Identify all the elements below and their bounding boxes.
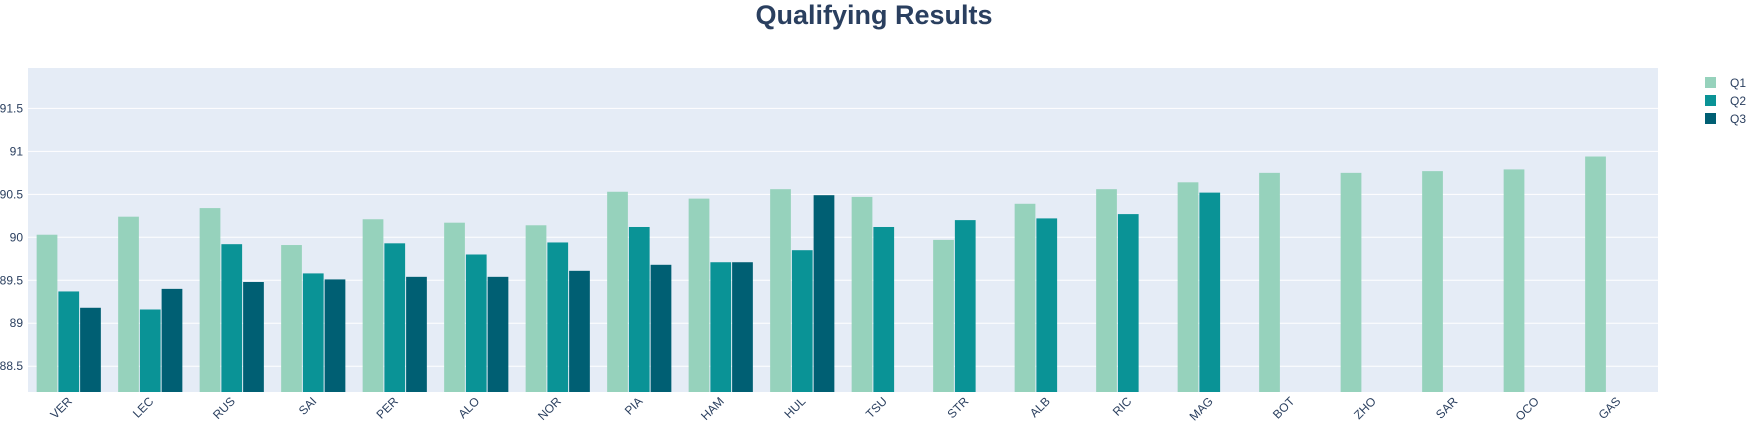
plot-background	[28, 68, 1658, 392]
bar-q2-ver	[58, 291, 80, 392]
y-tick-label: 90	[10, 230, 24, 244]
bar-q1-mag	[1177, 182, 1199, 392]
bar-q1-hul	[770, 189, 791, 392]
bar-q3-ver	[80, 307, 101, 392]
y-axis-ticks: 88.5 89 89.5 90 90.5 91 91.5	[0, 101, 23, 373]
legend-item-q1[interactable]: Q1	[1705, 76, 1746, 90]
x-tick-label: PIA	[622, 394, 646, 418]
bar-q2-hul	[791, 250, 813, 392]
bar-q2-alo	[465, 254, 487, 392]
bar-q2-str	[954, 220, 976, 392]
bar-q3-ham	[732, 262, 753, 392]
legend[interactable]: Q1 Q2 Q3	[1705, 76, 1746, 126]
bar-q3-alo	[487, 276, 509, 392]
bar-q2-lec	[139, 309, 161, 392]
x-tick-label: SAI	[296, 394, 320, 418]
legend-swatch	[1705, 113, 1716, 124]
x-tick-label: RUS	[210, 394, 238, 422]
bar-q1-sar	[1422, 171, 1443, 392]
bar-q2-alb	[1036, 218, 1058, 392]
bar-q1-lec	[118, 216, 139, 392]
bar-q1-nor	[525, 225, 547, 392]
chart-title: Qualifying Results	[755, 0, 993, 30]
x-tick-label: TSU	[863, 394, 890, 421]
x-tick-label: MAG	[1187, 394, 1216, 423]
x-tick-label: GAS	[1596, 394, 1624, 422]
x-tick-label: HAM	[698, 394, 727, 423]
bar-q3-rus	[243, 281, 264, 392]
x-tick-label: ALO	[455, 394, 482, 421]
bar-q1-str	[933, 239, 954, 392]
x-tick-label: ALB	[1027, 394, 1053, 420]
bar-q1-gas	[1585, 156, 1606, 392]
x-tick-label: VER	[48, 394, 76, 422]
legend-item-q2[interactable]: Q2	[1705, 94, 1746, 108]
bar-q1-ham	[688, 198, 710, 392]
y-tick-label: 88.5	[0, 359, 23, 373]
y-tick-label: 89.5	[0, 273, 23, 287]
legend-swatch	[1705, 95, 1716, 106]
bar-q3-lec	[161, 288, 183, 392]
y-tick-label: 89	[10, 316, 24, 330]
bar-q2-sai	[302, 273, 324, 392]
bar-q3-sai	[324, 279, 346, 392]
bar-q2-pia	[628, 226, 650, 392]
x-tick-label: SAR	[1433, 394, 1461, 422]
bar-q1-sai	[281, 245, 302, 392]
x-tick-label: HUL	[781, 394, 808, 421]
x-tick-label: NOR	[535, 394, 564, 423]
bar-q2-rus	[221, 244, 243, 392]
bar-q2-per	[384, 243, 406, 392]
bar-q2-tsu	[873, 226, 895, 392]
bar-q2-ham	[710, 262, 732, 392]
legend-swatch	[1705, 77, 1716, 88]
y-tick-label: 91	[10, 144, 24, 158]
bar-q1-alo	[444, 222, 465, 392]
bar-q1-alb	[1014, 203, 1036, 392]
x-tick-label: STR	[945, 394, 972, 421]
x-axis-ticks: VER LEC RUS SAI PER ALO NOR PIA HAM HUL TSU STR ALB R…	[48, 394, 1624, 423]
bar-q3-nor	[569, 270, 590, 392]
bar-q1-oco	[1503, 169, 1525, 392]
legend-label: Q1	[1730, 76, 1746, 90]
x-tick-label: BOT	[1270, 394, 1298, 422]
x-tick-label: RIC	[1110, 394, 1135, 419]
legend-item-q3[interactable]: Q3	[1705, 112, 1746, 126]
bars	[36, 156, 1606, 392]
bar-q1-bot	[1259, 172, 1280, 392]
bar-q3-hul	[813, 195, 835, 392]
legend-label: Q2	[1730, 94, 1746, 108]
bar-q2-nor	[547, 242, 569, 392]
bar-q1-rus	[199, 208, 221, 392]
bar-q1-pia	[607, 191, 628, 392]
x-tick-label: ZHO	[1351, 394, 1379, 422]
x-tick-label: LEC	[130, 394, 157, 421]
bar-q1-ric	[1096, 189, 1117, 392]
x-tick-label: PER	[374, 394, 402, 422]
bar-q1-tsu	[851, 196, 873, 392]
x-tick-label: OCO	[1513, 394, 1542, 423]
bar-q1-zho	[1340, 172, 1362, 392]
bar-q1-ver	[36, 234, 58, 392]
legend-label: Q3	[1730, 112, 1746, 126]
bar-q1-per	[362, 219, 384, 392]
bar-q3-pia	[650, 264, 672, 392]
bar-q3-per	[406, 276, 427, 392]
bar-q2-ric	[1117, 214, 1139, 392]
y-tick-label: 91.5	[0, 101, 23, 115]
bar-q2-mag	[1199, 192, 1221, 392]
y-tick-label: 90.5	[0, 187, 23, 201]
